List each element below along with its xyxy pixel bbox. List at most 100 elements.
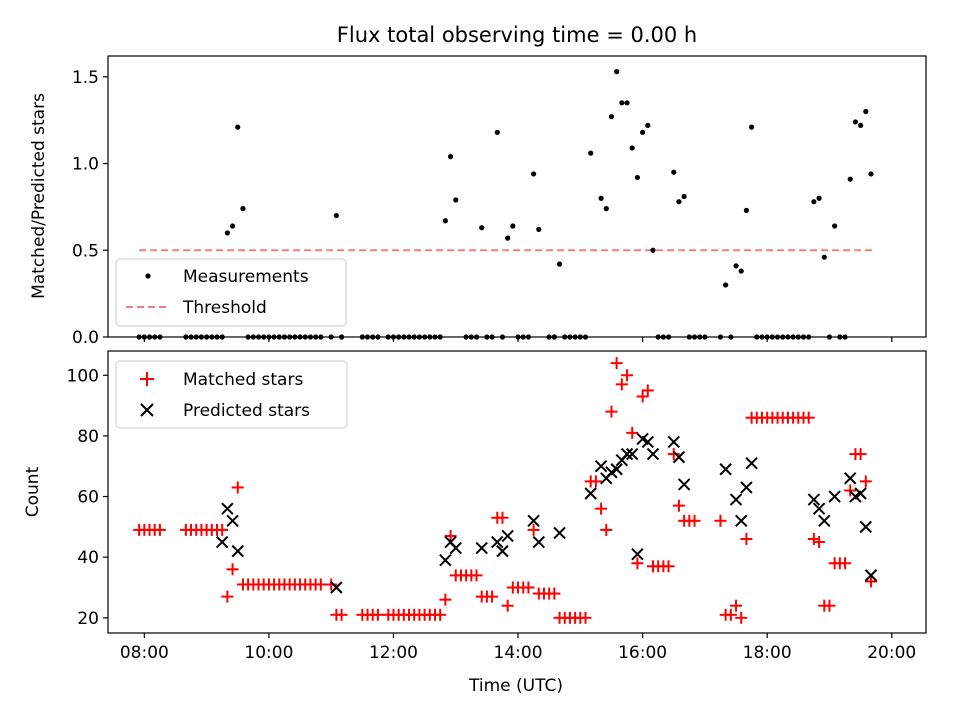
measurement-point bbox=[193, 334, 199, 340]
ratio-x-ticks bbox=[143, 337, 893, 342]
predicted-point bbox=[215, 535, 229, 549]
matched-point bbox=[854, 448, 867, 461]
measurement-point bbox=[375, 334, 381, 340]
measurement-point bbox=[811, 199, 817, 205]
matched-point bbox=[444, 529, 457, 542]
legend-measurements-label: Measurements bbox=[183, 267, 309, 287]
predicted-point bbox=[667, 435, 680, 449]
measurement-point bbox=[821, 254, 827, 260]
measurement-point bbox=[442, 218, 448, 224]
matched-point bbox=[486, 590, 499, 603]
matched-point bbox=[844, 484, 857, 497]
legend-matched-label: Matched stars bbox=[183, 370, 303, 390]
measurement-point bbox=[328, 334, 334, 340]
measurement-point bbox=[743, 207, 750, 213]
measurement-point bbox=[188, 334, 194, 340]
matched-point bbox=[470, 569, 483, 582]
measurement-point bbox=[842, 334, 848, 340]
measurement-point bbox=[624, 100, 630, 106]
measurement-point bbox=[577, 334, 583, 340]
measurement-point bbox=[551, 334, 557, 340]
predicted-point bbox=[594, 460, 608, 473]
matched-point bbox=[216, 523, 229, 536]
matched-point bbox=[823, 599, 836, 612]
measurement-point bbox=[489, 334, 495, 340]
matched-point bbox=[335, 608, 348, 621]
measurement-point bbox=[281, 334, 288, 340]
measurement-point bbox=[572, 334, 578, 340]
matched-point bbox=[740, 533, 753, 545]
ratio-legend: Measurements Threshold bbox=[115, 258, 347, 327]
measurement-point bbox=[728, 334, 734, 340]
ratio-panel: 0.0 0.5 1.0 1.5 Matched/Predicted stars Mea… bbox=[29, 55, 927, 348]
measurement-point bbox=[422, 334, 428, 340]
measurement-point bbox=[214, 334, 220, 340]
matched-point bbox=[589, 475, 602, 488]
measurement-point bbox=[198, 334, 205, 340]
y-tick-label: 100 bbox=[67, 366, 99, 386]
measurement-point bbox=[505, 235, 511, 241]
matched-point bbox=[813, 536, 826, 549]
measurement-point bbox=[333, 212, 339, 219]
predicted-point bbox=[729, 493, 743, 506]
measurement-point bbox=[224, 230, 230, 236]
matched-point bbox=[496, 511, 509, 524]
matched-point bbox=[522, 581, 535, 594]
measurement-point bbox=[608, 114, 615, 120]
predicted-point bbox=[532, 535, 546, 549]
predicted-point bbox=[631, 547, 644, 561]
measurement-point bbox=[634, 174, 641, 181]
predicted-point bbox=[812, 502, 826, 515]
count-legend-box bbox=[115, 360, 348, 429]
matched-point bbox=[153, 523, 166, 536]
measurement-point bbox=[427, 334, 433, 340]
predicted-point bbox=[491, 535, 504, 549]
measurement-point bbox=[774, 334, 781, 340]
measurement-point bbox=[401, 334, 407, 340]
measurement-point bbox=[676, 199, 682, 205]
matched-point bbox=[610, 357, 623, 370]
predicted-point bbox=[584, 487, 597, 500]
matched-point bbox=[621, 369, 634, 382]
measurement-point bbox=[588, 150, 594, 156]
y-tick-label: 60 bbox=[77, 488, 99, 508]
count-legend: Matched stars Predicted stars bbox=[115, 360, 348, 429]
measurement-point bbox=[359, 334, 365, 340]
legend-threshold-label: Threshold bbox=[182, 298, 267, 318]
count-panel: 08:00 10:00 12:00 14:00 16:00 18:00 20:00 20 40… bbox=[23, 350, 927, 696]
measurement-point bbox=[858, 122, 864, 128]
predicted-point bbox=[221, 502, 234, 515]
measurement-point bbox=[847, 176, 853, 182]
matched-point bbox=[667, 448, 680, 461]
matched-point bbox=[631, 557, 644, 570]
ratio-y-axis-label: Matched/Predicted stars bbox=[29, 93, 49, 299]
measurement-point bbox=[313, 334, 319, 340]
predicted-point bbox=[226, 514, 239, 528]
measurement-point bbox=[520, 334, 526, 340]
measurement-point bbox=[738, 268, 744, 274]
measurement-point bbox=[146, 334, 153, 340]
matched-point bbox=[730, 599, 743, 612]
predicted-point bbox=[818, 514, 831, 528]
matched-point bbox=[325, 578, 338, 591]
matched-point bbox=[864, 575, 877, 588]
matched-point bbox=[600, 523, 613, 536]
measurement-point bbox=[255, 334, 262, 340]
measurement-point bbox=[826, 334, 833, 340]
legend-predicted-label: Predicted stars bbox=[183, 401, 310, 421]
predicted-point bbox=[501, 529, 514, 543]
matched-point bbox=[859, 475, 872, 488]
measurement-point bbox=[235, 124, 241, 130]
measurement-point bbox=[598, 195, 604, 201]
matched-point bbox=[714, 514, 727, 527]
predicted-point bbox=[719, 463, 732, 476]
count-y-axis-label: Count bbox=[23, 466, 43, 517]
chart-title: Flux total observing time = 0.00 h bbox=[337, 23, 697, 47]
measurement-point bbox=[536, 226, 542, 233]
measurement-point bbox=[499, 334, 506, 340]
predicted-point bbox=[859, 520, 872, 534]
predicted-point bbox=[641, 435, 655, 449]
measurement-point bbox=[790, 334, 796, 340]
y-tick-label: 80 bbox=[77, 427, 99, 447]
